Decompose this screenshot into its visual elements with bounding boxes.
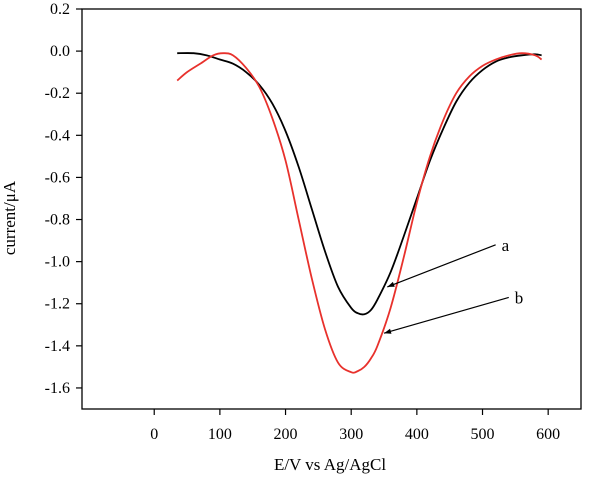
y-tick-label: 0.0 xyxy=(50,43,70,60)
x-axis-ticks: 0 100 200 300 400 500 600 xyxy=(150,409,560,443)
y-tick-label: -1.0 xyxy=(45,254,70,271)
y-tick-label: -0.2 xyxy=(45,85,70,102)
series-line-a xyxy=(177,52,542,316)
x-tick-label: 400 xyxy=(405,426,429,443)
annotation-layer: ab xyxy=(383,236,524,334)
y-tick-label: -0.4 xyxy=(45,127,70,144)
annotation-label-b: b xyxy=(515,288,524,307)
plot-border xyxy=(81,8,582,410)
y-tick-label: -0.8 xyxy=(45,212,70,229)
series-layer xyxy=(176,52,543,374)
annotation-label-a: a xyxy=(502,236,510,255)
x-axis-title: E/V vs Ag/AgCl xyxy=(274,455,386,474)
x-tick-label: 300 xyxy=(339,426,363,443)
y-axis-title: current/μA xyxy=(0,180,19,255)
x-tick-label: 500 xyxy=(471,426,495,443)
x-tick-label: 100 xyxy=(208,426,232,443)
x-tick-label: 600 xyxy=(536,426,560,443)
y-axis-ticks: 0.2 0.0 -0.2 -0.4 -0.6 -0.8 -1.0 -1.2 -1.4 -1.6 xyxy=(45,1,82,397)
plot-frame xyxy=(81,8,582,410)
y-tick-label: -1.4 xyxy=(45,338,70,355)
annotation-arrowhead-a xyxy=(387,281,395,287)
y-tick-label: -1.6 xyxy=(45,380,70,397)
y-tick-label: -0.6 xyxy=(45,169,70,186)
y-tick-label: 0.2 xyxy=(50,1,70,18)
x-tick-label: 0 xyxy=(150,426,158,443)
x-tick-label: 200 xyxy=(274,426,298,443)
annotation-leader-b xyxy=(383,296,509,334)
annotation-arrowhead-b xyxy=(384,328,392,334)
annotation-leader-a xyxy=(387,244,496,288)
y-tick-label: -1.2 xyxy=(45,296,70,313)
series-line-b xyxy=(176,52,543,374)
